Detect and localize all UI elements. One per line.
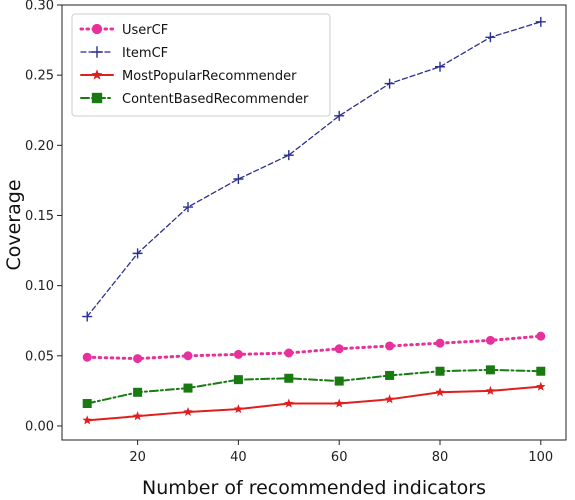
legend-label: MostPopularRecommender [122,69,297,84]
data-point [334,376,344,386]
series-line [85,334,543,361]
y-axis-label: Coverage [3,179,25,270]
legend-label: UserCF [122,23,168,38]
data-point [385,341,395,351]
data-point [233,375,243,385]
series-ItemCF [82,16,546,322]
data-point [536,331,546,341]
series-line [86,385,542,422]
data-point [183,406,193,416]
legend-entry: ContentBasedRecommender [80,92,309,107]
data-point [485,32,496,43]
data-point [82,415,92,425]
y-tick-label: 0.05 [25,349,54,364]
legend-box [71,13,331,117]
y-tick-label: 0.30 [25,0,54,14]
legend-marker [91,46,103,58]
y-tick-label: 0.15 [25,209,54,224]
legend-label: ItemCF [122,46,168,61]
data-point [183,351,193,361]
data-point [334,344,344,354]
data-point [283,150,294,161]
legend-marker [91,69,103,80]
legend-entry: MostPopularRecommender [80,69,297,84]
y-tick-label: 0.00 [25,419,54,434]
y-tick-label: 0.20 [25,139,54,154]
data-point [384,394,395,404]
data-point [233,174,244,184]
data-point [284,398,294,408]
series-ContentBasedRecommender [82,365,546,409]
data-point [435,387,445,397]
x-tick-label: 100 [528,450,553,465]
legend-entry: UserCF [79,23,168,38]
x-tick-label: 60 [331,450,348,465]
data-point [334,398,344,408]
data-point [183,383,193,393]
data-point [82,399,92,409]
legend-entry: ItemCF [80,46,168,61]
data-point [435,61,445,72]
data-point [536,366,546,376]
data-point [284,348,294,358]
data-point [535,16,546,27]
series-line [86,21,542,318]
y-tick-label: 0.25 [25,69,54,84]
data-point [536,381,546,391]
data-point [485,365,495,375]
legend: UserCF ItemCF MostPopularRecommender Conten… [71,13,331,117]
data-point [82,352,92,362]
data-point [334,110,345,121]
data-point [133,387,143,397]
legend-marker [91,23,103,35]
data-point [183,202,193,213]
legend-label: ContentBasedRecommender [122,92,309,107]
x-tick-label: 20 [129,450,146,465]
x-axis-label: Number of recommended indicators [142,477,486,499]
data-point [485,385,496,395]
data-point [233,404,244,414]
data-point [284,373,294,383]
data-point [435,338,445,348]
y-tick-label: 0.10 [25,279,54,294]
data-point [82,311,93,322]
data-point [435,366,445,376]
data-point [233,349,243,359]
axis-ticks: 20 40 60 80 100 0.00 0.05 0.10 0.15 0.20 0.25 0.30 [25,0,553,465]
series-layer [82,16,546,425]
data-point [132,411,143,421]
x-tick-label: 40 [230,450,247,465]
x-tick-label: 80 [432,450,449,465]
series-MostPopularRecommender [82,381,546,425]
data-point [133,354,143,364]
data-point [132,248,143,259]
data-point [384,78,395,89]
legend-marker [91,92,103,104]
data-point [385,370,395,380]
series-line [86,368,542,405]
data-point [485,335,495,345]
series-UserCF [82,331,546,364]
